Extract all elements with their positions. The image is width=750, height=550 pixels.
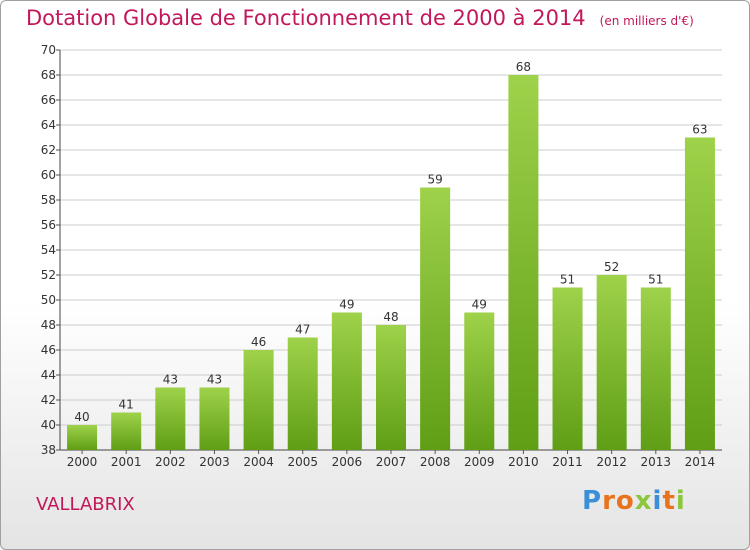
bar-value-label: 52 <box>604 260 619 274</box>
bar-2014 <box>684 137 715 450</box>
bar-2009 <box>464 312 495 450</box>
bar-value-label: 43 <box>207 373 222 387</box>
bar-value-label: 43 <box>163 373 178 387</box>
bar-value-label: 47 <box>295 323 310 337</box>
y-tick-label: 40 <box>41 418 56 432</box>
logo-letter: x <box>634 486 653 516</box>
y-tick-label: 38 <box>41 443 56 457</box>
bar-value-label: 49 <box>472 298 487 312</box>
logo-letter: i <box>675 486 686 516</box>
y-tick-label: 62 <box>41 143 56 157</box>
bar-2011 <box>552 287 583 450</box>
x-tick-label: 2007 <box>376 455 407 469</box>
x-tick-label: 2003 <box>199 455 230 469</box>
x-tick-label: 2001 <box>111 455 142 469</box>
bar-2001 <box>111 412 142 450</box>
bar-2002 <box>155 387 186 450</box>
bar-2010 <box>508 75 539 450</box>
x-tick-label: 2010 <box>508 455 539 469</box>
chart-unit: (en milliers d'€) <box>599 14 694 28</box>
bar-2012 <box>596 275 627 450</box>
x-tick-label: 2005 <box>287 455 318 469</box>
bar-2003 <box>199 387 230 450</box>
bar-value-label: 48 <box>383 310 398 324</box>
y-tick-label: 44 <box>41 368 56 382</box>
bar-value-label: 59 <box>427 173 442 187</box>
y-tick-label: 60 <box>41 168 56 182</box>
proxiti-logo: Proxiti <box>582 486 686 516</box>
x-tick-label: 2002 <box>155 455 186 469</box>
logo-letter: i <box>652 486 663 516</box>
x-tick-label: 2011 <box>552 455 583 469</box>
bar-2004 <box>243 350 274 450</box>
chart-title: Dotation Globale de Fonctionnement de 20… <box>26 6 694 30</box>
x-tick-label: 2009 <box>464 455 495 469</box>
x-tick-label: 2014 <box>685 455 716 469</box>
bar-value-label: 49 <box>339 298 354 312</box>
bar-value-label: 40 <box>74 410 89 424</box>
y-tick-label: 68 <box>41 68 56 82</box>
y-tick-label: 70 <box>41 43 56 57</box>
bar-value-label: 68 <box>516 60 531 74</box>
x-tick-label: 2006 <box>332 455 363 469</box>
logo-letter: t <box>662 486 676 516</box>
bar-value-label: 51 <box>648 273 663 287</box>
bar-value-label: 63 <box>692 123 707 137</box>
y-tick-label: 48 <box>41 318 56 332</box>
bar-2007 <box>375 325 407 450</box>
chart-title-text: Dotation Globale de Fonctionnement de 20… <box>26 6 586 30</box>
bar-value-label: 41 <box>119 398 134 412</box>
y-tick-label: 50 <box>41 293 56 307</box>
bar-value-label: 51 <box>560 273 575 287</box>
y-tick-label: 42 <box>41 393 56 407</box>
logo-letter: o <box>615 486 635 516</box>
bar-value-label: 46 <box>251 335 266 349</box>
y-tick-label: 66 <box>41 93 56 107</box>
y-tick-label: 54 <box>41 243 56 257</box>
y-tick-label: 46 <box>41 343 56 357</box>
x-tick-label: 2000 <box>67 455 98 469</box>
bar-2005 <box>287 337 318 450</box>
bar-2000 <box>67 425 98 450</box>
y-tick-label: 52 <box>41 268 56 282</box>
bar-2008 <box>420 187 451 450</box>
x-tick-label: 2013 <box>641 455 672 469</box>
logo-letter: r <box>602 486 616 516</box>
x-tick-label: 2004 <box>243 455 274 469</box>
bar-2013 <box>640 287 671 450</box>
place-name: VALLABRIX <box>36 494 135 515</box>
bar-2006 <box>331 312 362 450</box>
logo-letter: P <box>582 486 603 516</box>
y-tick-label: 58 <box>41 193 56 207</box>
y-tick-label: 56 <box>41 218 56 232</box>
x-tick-label: 2012 <box>596 455 627 469</box>
x-tick-label: 2008 <box>420 455 451 469</box>
y-tick-label: 64 <box>41 118 56 132</box>
